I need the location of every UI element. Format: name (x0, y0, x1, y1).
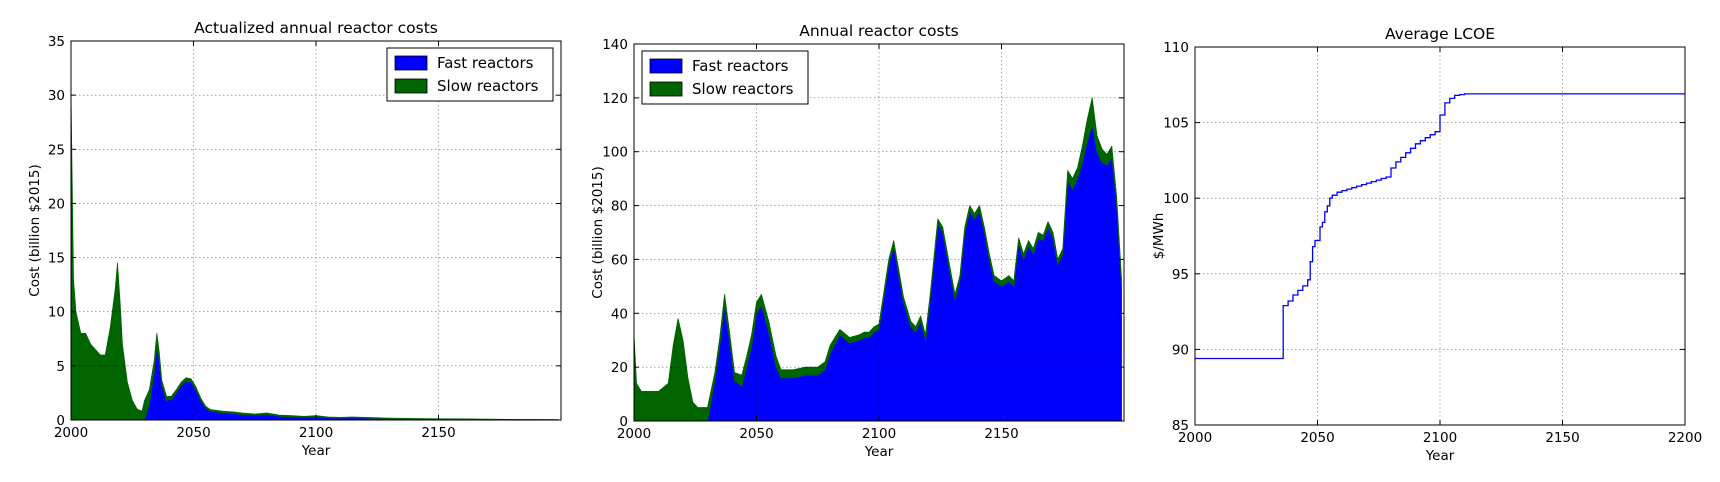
y-tick-label: 60 (611, 252, 628, 268)
legend-swatch-slow-reactors (649, 81, 683, 97)
x-axis-label: Year (301, 443, 331, 459)
x-tick-label: 2100 (1423, 430, 1457, 446)
chart-title: Average LCOE (1385, 25, 1495, 43)
y-tick-label: 100 (602, 145, 628, 161)
y-tick-label: 105 (1163, 116, 1189, 132)
x-tick-label: 2100 (299, 425, 333, 441)
y-tick-label: 0 (56, 413, 65, 429)
legend-swatch-slow-reactors (394, 78, 428, 94)
x-tick-label: 2000 (1178, 430, 1212, 446)
x-tick-label: 2000 (617, 426, 651, 442)
x-axis-label: Year (1425, 448, 1455, 464)
chart-panel-2: 2000 2050 2100 2150 0 20 40 60 80 100 120 140 Annual… (590, 22, 1125, 460)
y-tick-label: 5 (56, 359, 65, 375)
legend-label-slow-reactors: Slow reactors (692, 80, 794, 98)
y-tick-label: 85 (1172, 418, 1189, 434)
legend-label-fast-reactors: Fast reactors (437, 54, 534, 72)
x-tick-label: 2050 (739, 426, 773, 442)
legend: Fast reactors Slow reactors (386, 47, 554, 102)
y-tick-label: 30 (48, 88, 65, 104)
y-tick-label: 90 (1172, 342, 1189, 358)
y-tick-label: 110 (1163, 40, 1189, 56)
x-tick-label: 2100 (862, 426, 896, 442)
y-axis-label: Cost (billion $2015) (590, 166, 606, 298)
x-tick-label: 2150 (1545, 430, 1579, 446)
legend: Fast reactors Slow reactors (641, 50, 809, 105)
chart-panel-1: 2000 2050 2100 2150 0 5 10 15 20 25 30 35 Actualized… (27, 19, 562, 459)
y-tick-label: 20 (48, 196, 65, 212)
legend-swatch-fast-reactors (649, 58, 683, 74)
y-tick-label: 80 (611, 199, 628, 215)
y-tick-label: 140 (602, 37, 628, 53)
y-tick-label: 35 (48, 34, 65, 50)
y-axis-label: $/MWh (1151, 213, 1167, 260)
y-tick-label: 40 (611, 306, 628, 322)
line-series-lcoe (1195, 93, 1685, 360)
x-tick-label: 2150 (984, 426, 1018, 442)
chart-title: Actualized annual reactor costs (194, 19, 438, 37)
legend-label-slow-reactors: Slow reactors (437, 77, 539, 95)
y-axis-label: Cost (billion $2015) (27, 164, 43, 296)
y-tick-label: 0 (619, 414, 628, 430)
x-tick-label: 2050 (176, 425, 210, 441)
legend-label-fast-reactors: Fast reactors (692, 57, 789, 75)
y-tick-label: 20 (611, 360, 628, 376)
x-tick-label: 2050 (1300, 430, 1334, 446)
x-tick-label: 2150 (421, 425, 455, 441)
x-axis-label: Year (864, 444, 894, 460)
y-tick-label: 15 (48, 251, 65, 267)
chart-title: Annual reactor costs (799, 22, 959, 40)
legend-swatch-fast-reactors (394, 55, 428, 71)
y-tick-label: 120 (602, 91, 628, 107)
chart-panel-3: 2000 2050 2100 2150 2200 85 90 95 100 105 110 Avera… (1151, 25, 1702, 464)
y-tick-label: 95 (1172, 267, 1189, 283)
y-tick-label: 10 (48, 305, 65, 321)
y-tick-label: 25 (48, 142, 65, 158)
y-tick-label: 100 (1163, 191, 1189, 207)
area-series-slow-reactors (633, 97, 1122, 422)
x-tick-label: 2000 (54, 425, 88, 441)
x-tick-label: 2200 (1668, 430, 1702, 446)
